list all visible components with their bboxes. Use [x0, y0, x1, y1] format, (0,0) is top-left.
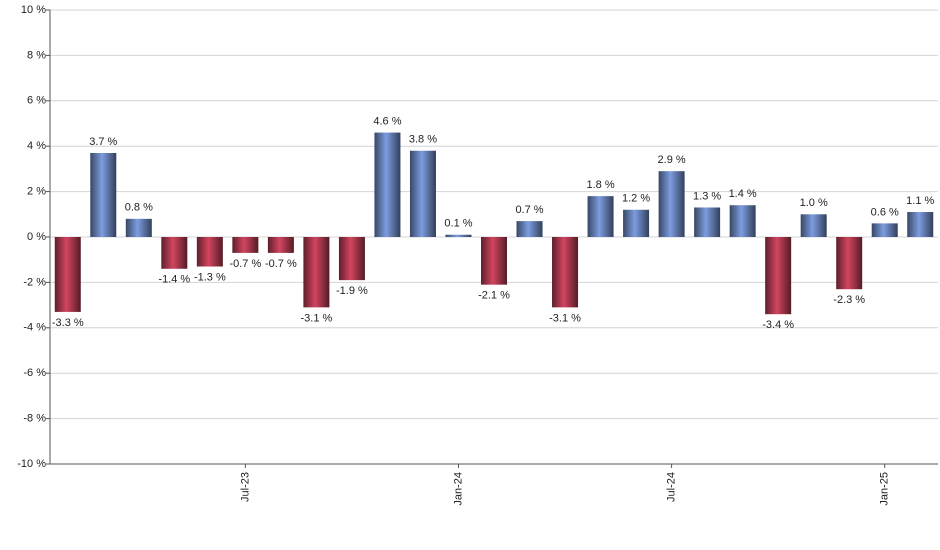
bar [90, 153, 117, 237]
bar [552, 237, 579, 308]
value-label: -1.3 % [194, 271, 226, 283]
value-label: 1.4 % [729, 188, 757, 200]
bar [196, 237, 223, 267]
y-tick-label: -2 % [23, 276, 46, 288]
value-label: 0.1 % [444, 218, 472, 230]
bar [765, 237, 792, 315]
value-label: -1.9 % [336, 285, 368, 297]
value-label: 1.8 % [586, 179, 614, 191]
bar [516, 221, 543, 237]
value-label: -0.7 % [229, 258, 261, 270]
y-tick-label: 8 % [27, 49, 46, 61]
value-label: 2.9 % [658, 154, 686, 166]
x-tick-label: Jul-23 [239, 472, 251, 502]
value-label: -1.4 % [158, 274, 190, 286]
value-label: -3.1 % [301, 312, 333, 324]
bar [374, 132, 401, 237]
bar [338, 237, 365, 281]
y-tick-label: 10 % [21, 4, 46, 16]
y-tick-label: 6 % [27, 95, 46, 107]
x-tick-label: Jan-25 [879, 472, 891, 506]
value-label: -2.3 % [833, 294, 865, 306]
value-label: 3.7 % [89, 136, 117, 148]
value-label: 0.7 % [515, 204, 543, 216]
y-tick-label: -6 % [23, 367, 46, 379]
bar [161, 237, 188, 269]
value-label: -0.7 % [265, 258, 297, 270]
bar [125, 218, 152, 237]
bar [694, 207, 721, 237]
y-tick-label: -8 % [23, 413, 46, 425]
bar [267, 237, 294, 253]
y-tick-label: 2 % [27, 186, 46, 198]
bar [481, 237, 507, 285]
bar [303, 237, 330, 308]
value-label: -2.1 % [478, 290, 510, 302]
bar [871, 223, 898, 237]
value-label: 0.8 % [125, 202, 153, 214]
value-label: 1.2 % [622, 193, 650, 205]
bar [587, 196, 614, 237]
value-label: 1.1 % [906, 195, 934, 207]
y-tick-label: 0 % [27, 231, 46, 243]
bar [232, 237, 259, 253]
bar [836, 237, 863, 290]
bar [445, 234, 472, 237]
bar [729, 205, 756, 237]
value-label: 0.6 % [871, 206, 899, 218]
y-tick-label: -4 % [23, 322, 46, 334]
bar [658, 171, 685, 237]
value-label: -3.1 % [549, 312, 581, 324]
x-tick-label: Jul-24 [666, 472, 678, 502]
bar [907, 212, 934, 237]
value-label: 3.8 % [409, 134, 437, 146]
bar [800, 214, 827, 237]
bar [54, 237, 81, 312]
x-tick-label: Jan-24 [452, 472, 464, 506]
value-label: -3.4 % [762, 319, 794, 331]
bar [409, 150, 436, 237]
value-label: 1.3 % [693, 190, 721, 202]
value-label: 1.0 % [800, 197, 828, 209]
y-tick-label: 4 % [27, 140, 46, 152]
bar [623, 209, 650, 237]
y-tick-label: -10 % [17, 458, 46, 470]
value-label: -3.3 % [52, 317, 84, 329]
value-label: 4.6 % [373, 115, 401, 127]
